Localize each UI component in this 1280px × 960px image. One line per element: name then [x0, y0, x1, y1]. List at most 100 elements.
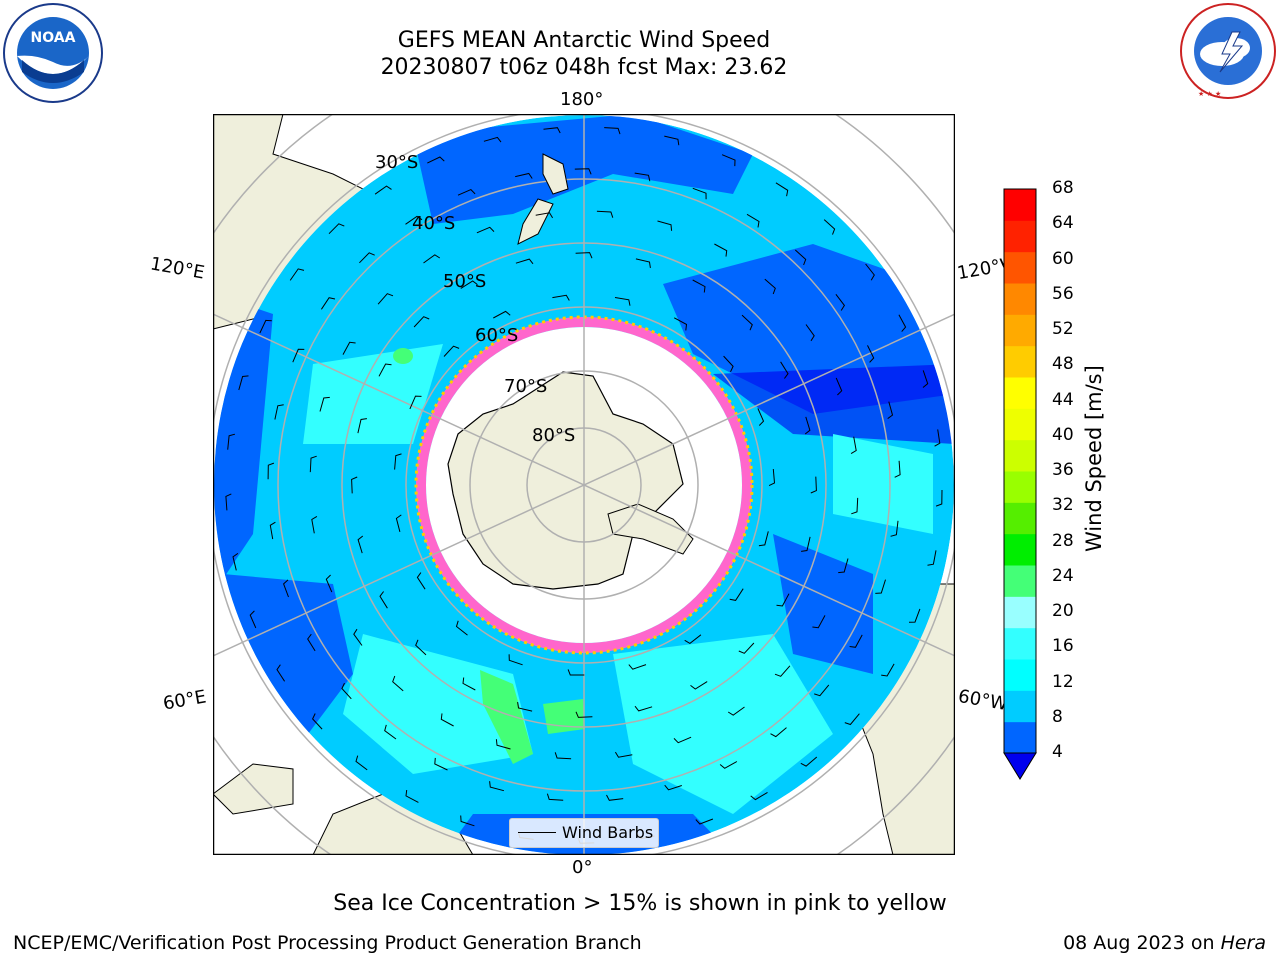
wind-barb: [552, 294, 570, 301]
colorbar-tick-label: 40: [1052, 424, 1074, 445]
colorbar-tick-label: 12: [1052, 671, 1074, 692]
wind-barb: [267, 462, 275, 480]
wind-barb: [727, 706, 745, 716]
wind-barb: [440, 713, 454, 727]
wind-barb: [320, 297, 336, 310]
colorbar-segment: [1004, 596, 1036, 629]
wind-barb: [392, 675, 404, 692]
lon-label-180: 180°: [560, 89, 604, 110]
wind-barb: [575, 252, 593, 259]
wind-barb: [758, 531, 769, 547]
map-canvas: [212, 113, 956, 856]
colorbar-tick-label: 20: [1052, 601, 1074, 621]
wind-barb: [427, 156, 445, 164]
wind-barb: [814, 684, 830, 697]
wind-barb: [875, 579, 886, 594]
madagascar-land: [213, 763, 294, 815]
lat-label-40s: 40°S: [412, 213, 456, 234]
lat-label-80s: 80°S: [532, 425, 576, 446]
wind-barb: [634, 705, 653, 712]
colorbar-segment: [1004, 345, 1036, 378]
colorbar-tick-label: 60: [1052, 248, 1074, 269]
wind-barb: [434, 757, 448, 771]
wind-barb: [690, 681, 708, 690]
wind-barb: [292, 348, 305, 363]
nws-logo: ★ ★ ★: [1178, 2, 1278, 100]
colorbar-tick-label: 44: [1052, 389, 1074, 410]
lon-label-120e: 120°E: [148, 253, 207, 284]
graticule: [213, 114, 955, 855]
wind-barb: [922, 370, 929, 388]
wind-barb: [850, 436, 857, 455]
colorbar-segment: [1004, 533, 1036, 566]
colorbar-tick-label: 52: [1052, 319, 1074, 339]
wind-barb: [489, 781, 505, 792]
wind-barb: [887, 401, 894, 420]
colorbar-segment: [1004, 627, 1036, 660]
wind-barb: [269, 521, 276, 540]
wind-barb: [283, 579, 289, 598]
wind-barb: [493, 310, 511, 319]
wind-barb: [719, 761, 738, 769]
colorbar-segment: [1004, 659, 1036, 691]
wind-barb: [546, 793, 564, 801]
noaa-logo: NOAA: [2, 2, 104, 104]
colorbar-ticks: 68 64 60 56 52 48 44 40 36 32 28 24 20 16 12 8 4: [1052, 0, 1112, 960]
colorbar-tick-label: 56: [1052, 283, 1074, 304]
wind-barb: [342, 341, 356, 355]
wind-barb: [409, 395, 422, 410]
wind-barb: [805, 324, 815, 342]
wind-barb: [225, 493, 232, 511]
wind-barb: [746, 213, 760, 228]
wind-barb: [377, 293, 394, 305]
wind-barb: [457, 189, 476, 196]
wind-barb: [596, 210, 614, 218]
wind-barb: [567, 669, 585, 676]
wind-barb: [664, 135, 680, 146]
wind-barb: [355, 755, 368, 771]
wind-barb: [238, 375, 249, 391]
wind-barb: [357, 535, 364, 554]
wind-barb: [750, 791, 768, 801]
wind-barb: [405, 789, 419, 803]
wind-barb: [768, 468, 776, 487]
wind-barb: [443, 345, 460, 357]
wind-barb: [379, 591, 388, 609]
wind-barb: [684, 634, 702, 645]
wind-barb: [738, 642, 755, 654]
wind-barb: [935, 489, 943, 507]
wind-barb: [319, 396, 330, 412]
wind-barb: [835, 293, 846, 311]
wind-barb: [729, 588, 744, 601]
lat-label-50s: 50°S: [443, 271, 487, 292]
colorbar-tick-label: 8: [1052, 706, 1063, 727]
wind-barb: [812, 615, 826, 629]
wind-barb: [574, 168, 592, 175]
colorbar-tick-label: 68: [1052, 178, 1074, 198]
wind-barb: [378, 363, 392, 377]
wind-barb: [604, 127, 621, 135]
colorbar-segment: [1004, 377, 1036, 409]
lon-label-0: 0°: [572, 857, 593, 878]
wind-barb: [628, 664, 647, 670]
wind-barb: [775, 182, 789, 197]
wind-barb: [311, 515, 318, 534]
wind-barb: [462, 677, 476, 691]
footer-date: 08 Aug 2023 on Hera: [1063, 932, 1266, 954]
wind-barb: [508, 654, 523, 666]
colorbar-tick-label: 36: [1052, 460, 1074, 480]
wind-barb: [721, 154, 736, 167]
wind-barb: [259, 319, 272, 334]
colorbar-tick-label: 32: [1052, 495, 1074, 516]
wind-barb: [673, 736, 692, 744]
colorbar-under-arrow: [1003, 752, 1037, 780]
wind-barb: [351, 476, 358, 494]
wind-barbs-legend: Wind Barbs: [509, 818, 659, 848]
colorbar-tick-label: 16: [1052, 636, 1074, 657]
colorbar-label: Wind Speed [m/s]: [1082, 365, 1106, 552]
wind-barb: [495, 739, 511, 750]
wind-barb: [838, 558, 849, 574]
wind-barb: [328, 223, 345, 235]
wind-barb: [810, 476, 817, 494]
colorbar-segment: [1004, 220, 1036, 253]
